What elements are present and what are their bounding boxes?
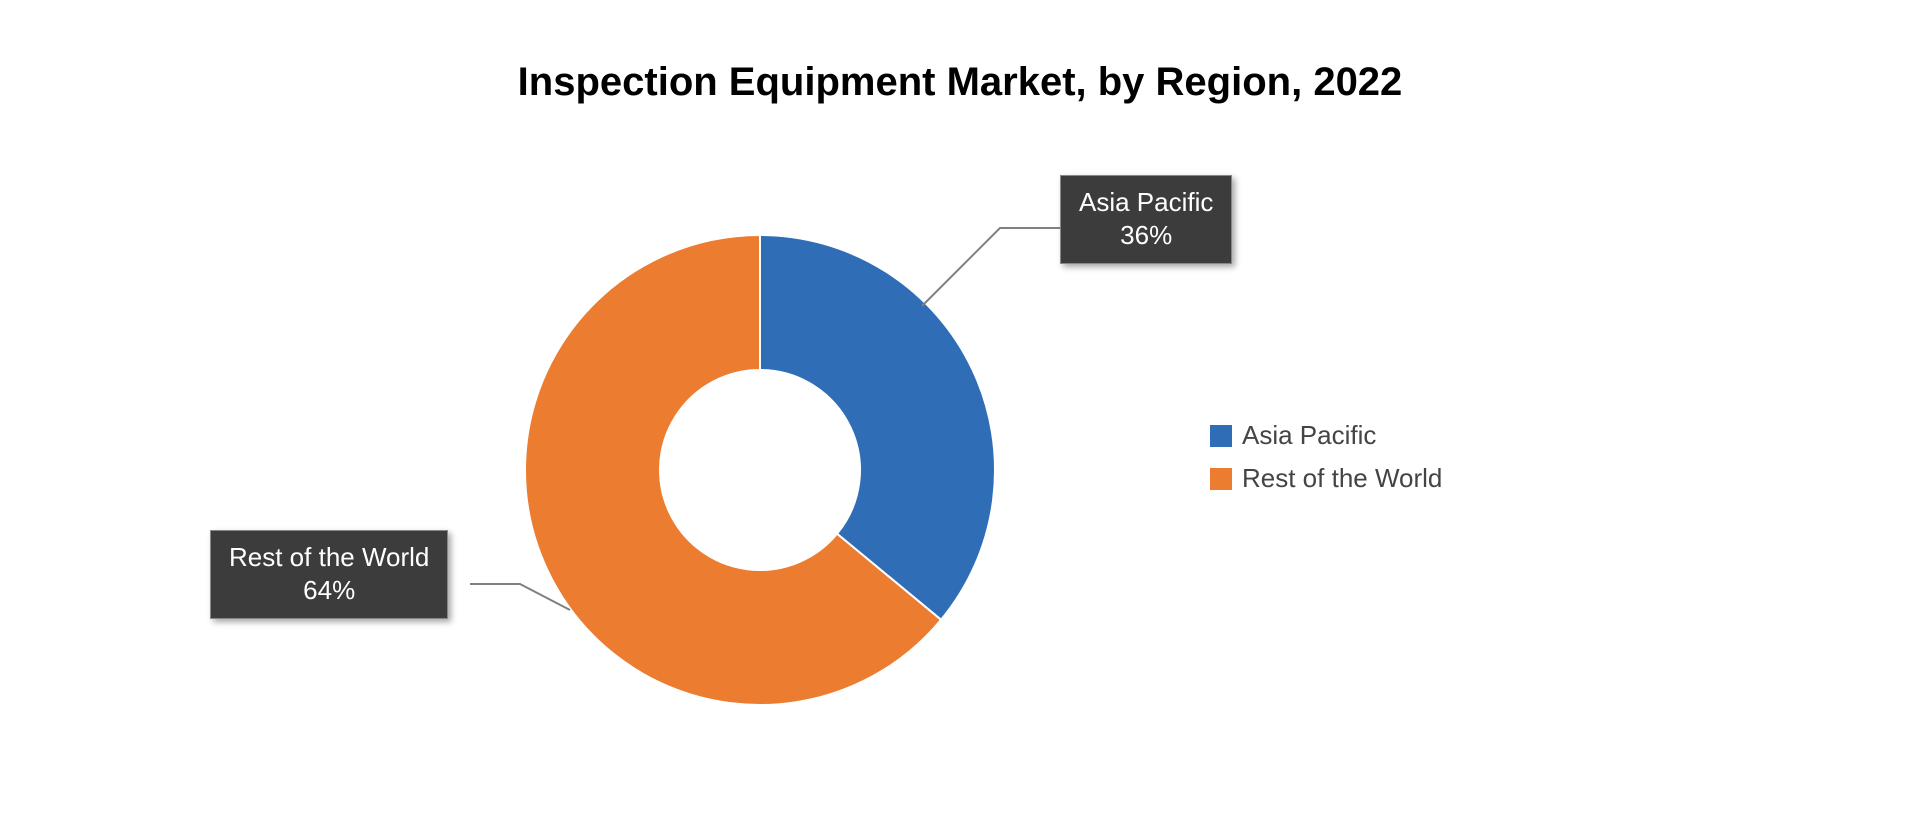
callout-label: Asia Pacific <box>1079 186 1213 219</box>
callout-percent: 36% <box>1079 219 1213 252</box>
chart-title: Inspection Equipment Market, by Region, … <box>0 60 1920 105</box>
legend-label: Rest of the World <box>1242 463 1442 494</box>
donut-chart <box>521 231 999 714</box>
callout-rest-of-world: Rest of the World 64% <box>210 530 448 619</box>
legend-item: Rest of the World <box>1210 463 1442 494</box>
donut-svg <box>521 231 999 709</box>
callout-asia-pacific: Asia Pacific 36% <box>1060 175 1232 264</box>
legend-label: Asia Pacific <box>1242 420 1376 451</box>
legend-item: Asia Pacific <box>1210 420 1442 451</box>
callout-percent: 64% <box>229 574 429 607</box>
legend-swatch <box>1210 425 1232 447</box>
donut-slice <box>760 235 995 620</box>
callout-label: Rest of the World <box>229 541 429 574</box>
legend: Asia Pacific Rest of the World <box>1210 420 1442 506</box>
legend-swatch <box>1210 468 1232 490</box>
